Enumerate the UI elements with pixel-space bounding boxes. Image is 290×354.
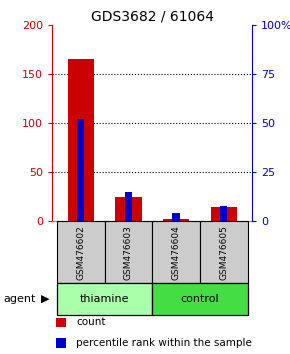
Text: GSM476604: GSM476604 xyxy=(172,225,181,280)
Text: percentile rank within the sample: percentile rank within the sample xyxy=(76,338,252,348)
Bar xyxy=(68,59,94,221)
Bar xyxy=(105,221,152,283)
Text: thiamine: thiamine xyxy=(80,294,129,304)
Bar xyxy=(173,213,180,221)
Text: GSM476602: GSM476602 xyxy=(76,225,85,280)
Bar xyxy=(77,119,84,221)
Bar xyxy=(152,283,248,315)
Bar xyxy=(125,192,132,221)
Bar xyxy=(200,221,248,283)
Bar xyxy=(211,206,237,221)
Text: control: control xyxy=(181,294,219,304)
Title: GDS3682 / 61064: GDS3682 / 61064 xyxy=(91,10,214,24)
Bar xyxy=(152,221,200,283)
Bar xyxy=(57,221,105,283)
Bar xyxy=(56,318,66,327)
Text: count: count xyxy=(76,318,106,327)
Bar xyxy=(220,206,227,221)
Bar xyxy=(115,197,142,221)
Bar xyxy=(57,283,152,315)
Text: GSM476603: GSM476603 xyxy=(124,225,133,280)
Text: agent: agent xyxy=(3,294,35,304)
Bar xyxy=(56,338,66,348)
Bar xyxy=(163,219,189,221)
Text: ▶: ▶ xyxy=(41,294,49,304)
Text: GSM476605: GSM476605 xyxy=(219,225,228,280)
